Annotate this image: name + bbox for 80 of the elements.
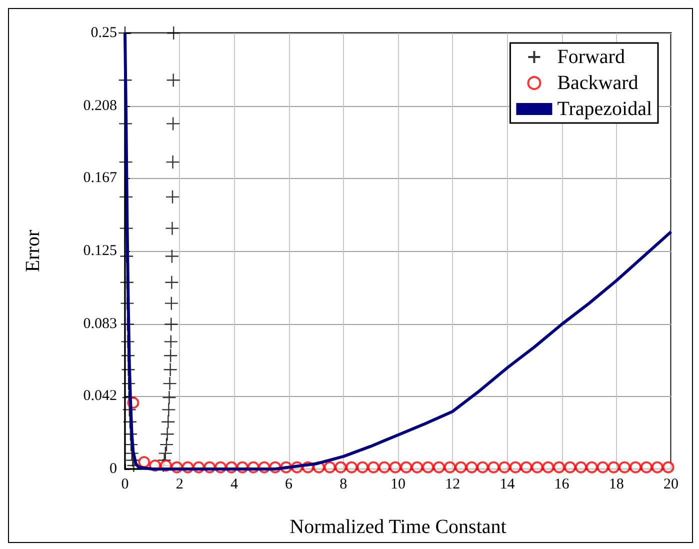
point <box>596 461 609 474</box>
x-tick-label: 2 <box>176 476 184 492</box>
y-tick-label: 0.042 <box>83 388 117 404</box>
point <box>662 461 674 474</box>
point <box>553 461 566 474</box>
point <box>476 461 489 474</box>
point <box>454 461 467 474</box>
point <box>165 221 180 236</box>
x-tick-label: 4 <box>230 476 238 492</box>
x-tick-label: 16 <box>554 476 570 492</box>
point <box>586 461 598 474</box>
point <box>138 456 150 468</box>
point <box>400 461 412 474</box>
point <box>618 461 631 474</box>
point <box>161 414 176 430</box>
point <box>164 275 179 290</box>
point <box>162 390 176 405</box>
point <box>488 461 500 474</box>
point <box>608 461 620 474</box>
point <box>164 249 180 264</box>
point <box>166 72 180 88</box>
point <box>165 190 180 204</box>
point <box>651 461 664 474</box>
point <box>356 461 369 474</box>
x-tick-label: 10 <box>390 476 406 492</box>
point <box>411 461 424 474</box>
point <box>520 461 532 474</box>
x-tick-label: 8 <box>340 476 348 492</box>
point <box>164 317 178 332</box>
point <box>324 461 336 474</box>
point <box>162 402 176 417</box>
x-axis-title: Normalized Time Constant <box>290 516 507 538</box>
point <box>531 461 544 474</box>
y-tick-label: 0.167 <box>83 170 118 186</box>
point <box>126 453 140 468</box>
point <box>334 461 347 474</box>
y-tick-label: 0.208 <box>83 98 117 114</box>
point <box>159 437 174 452</box>
point <box>346 461 358 474</box>
point <box>121 376 136 391</box>
point <box>466 461 478 474</box>
point <box>124 446 139 460</box>
point <box>162 376 177 391</box>
point <box>542 461 554 474</box>
point <box>498 461 510 474</box>
x-tick-label: 6 <box>285 476 294 492</box>
legend-label: Trapezoidal <box>557 98 652 120</box>
x-tick-label: 20 <box>664 476 678 492</box>
point <box>432 461 445 474</box>
y-axis-title: Error <box>22 230 44 272</box>
point <box>367 461 380 474</box>
point <box>124 437 138 452</box>
y-tick-label: 0.125 <box>83 243 117 259</box>
point <box>166 154 180 170</box>
point <box>389 461 402 474</box>
x-tick-label: 12 <box>445 476 460 492</box>
point <box>640 461 652 474</box>
point <box>164 334 178 349</box>
y-tick-label: 0.25 <box>90 25 117 41</box>
point <box>163 362 178 377</box>
point <box>564 461 576 474</box>
legend-label: Forward <box>557 46 625 68</box>
x-tick-label: 0 <box>121 476 129 492</box>
x-tick-label: 14 <box>500 476 516 492</box>
point <box>509 461 522 474</box>
point <box>630 461 642 474</box>
y-tick-label: 0.083 <box>83 316 117 332</box>
point <box>422 461 434 474</box>
point <box>158 446 173 460</box>
point <box>574 461 587 474</box>
point <box>444 461 456 474</box>
point <box>160 427 174 442</box>
point <box>164 296 179 310</box>
point <box>163 348 178 363</box>
x-tick-label: 18 <box>608 476 624 492</box>
y-tick-label: 0 <box>110 461 117 477</box>
legend-label: Backward <box>557 72 638 94</box>
point <box>166 26 181 40</box>
point <box>378 461 390 474</box>
point <box>166 116 180 131</box>
